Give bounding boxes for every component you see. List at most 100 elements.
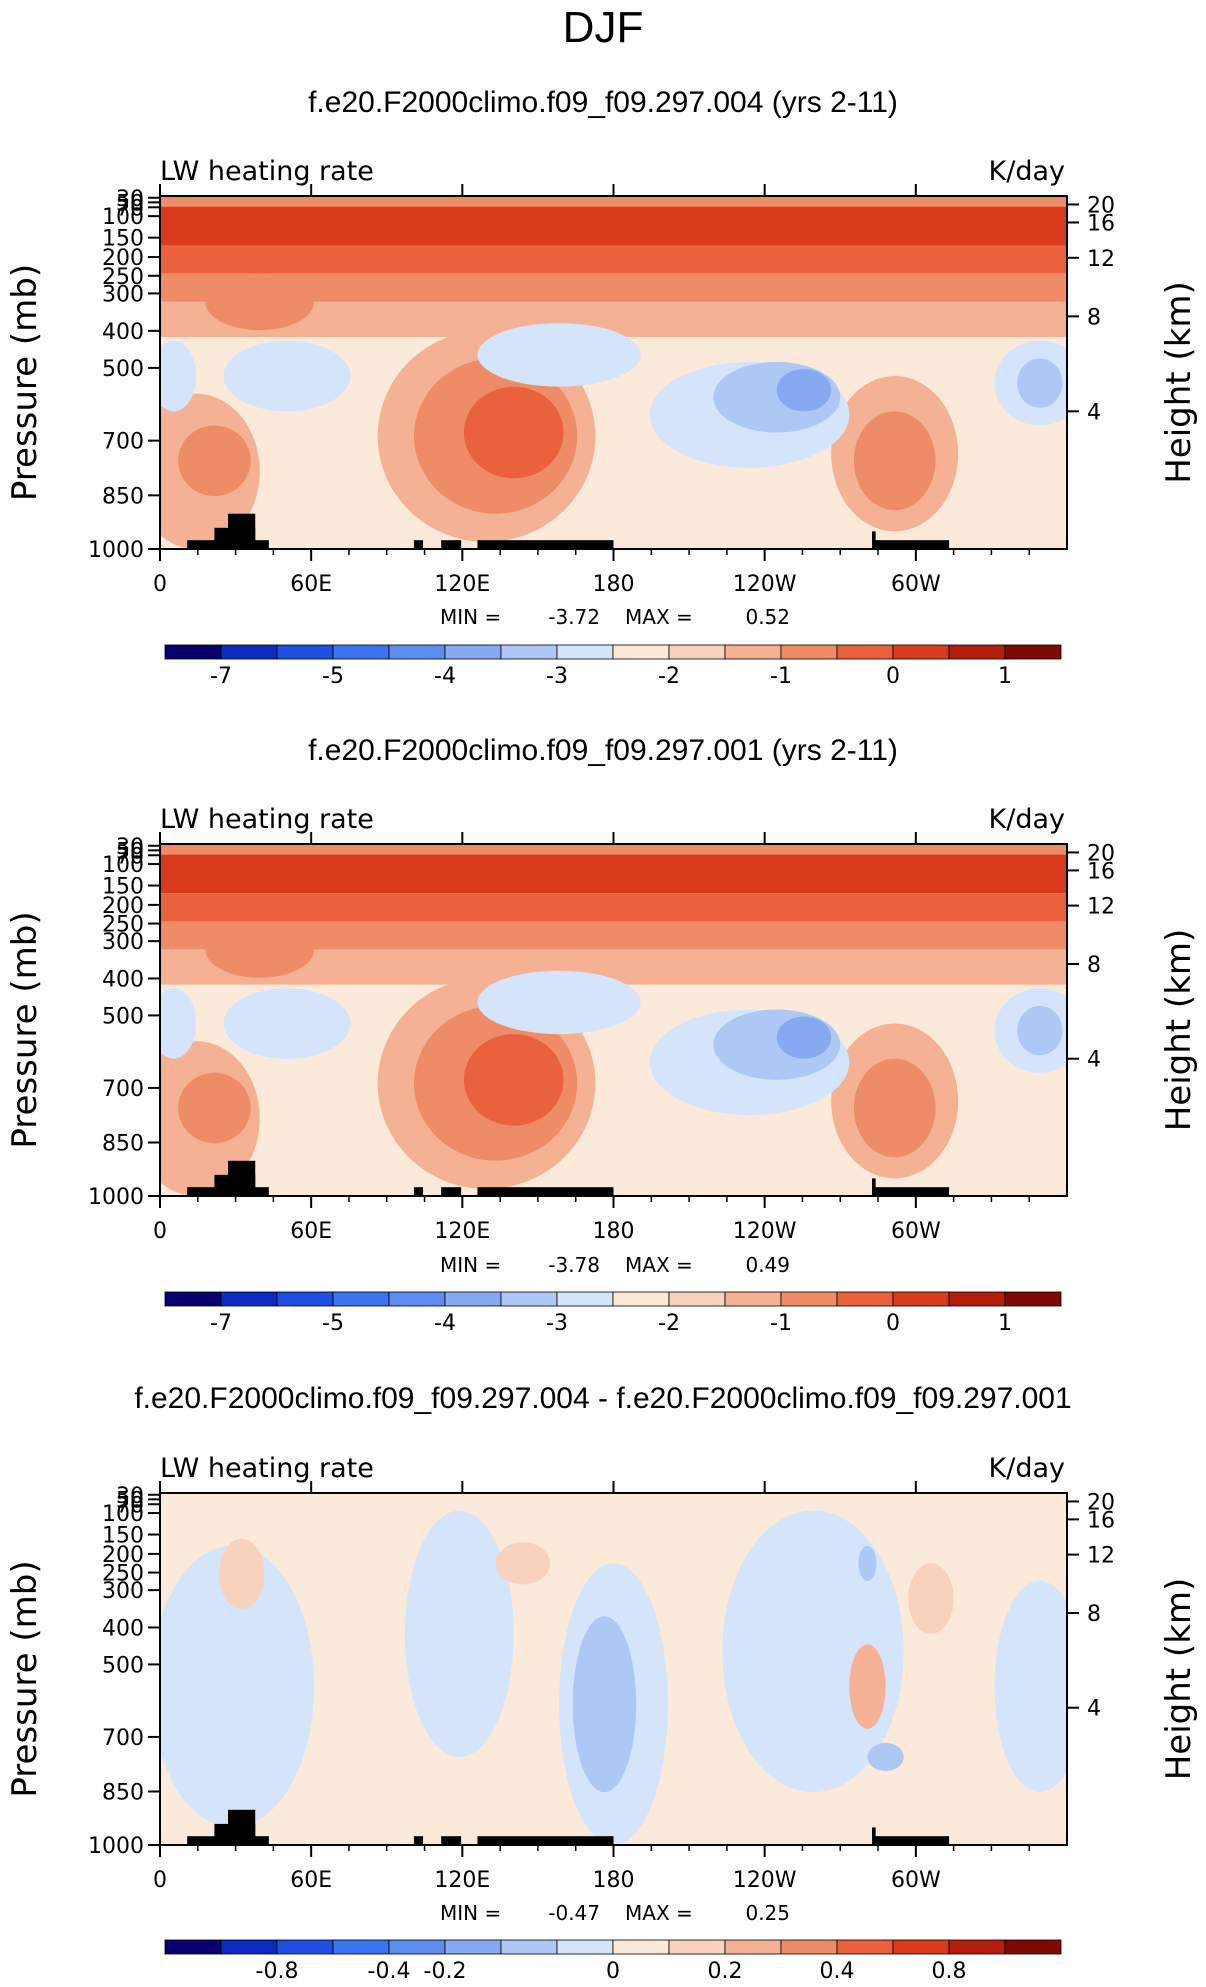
contour-region — [572, 1616, 637, 1793]
y-tick-label: 70 — [116, 196, 144, 221]
y-tick-label: 850 — [102, 1131, 144, 1156]
y2-tick-label: 16 — [1087, 211, 1115, 236]
contour-band — [160, 893, 1067, 922]
contour-region — [853, 411, 936, 511]
min-value: -3.72 — [548, 605, 600, 629]
colorbar-label: 0.8 — [932, 1959, 967, 1984]
units-label: K/day — [989, 1453, 1065, 1484]
y2-tick-label: 8 — [1087, 305, 1101, 330]
max-value: 0.52 — [745, 605, 790, 629]
x-tick-label: 180 — [593, 572, 635, 597]
colorbar-swatch — [332, 644, 390, 660]
y2-tick-label: 4 — [1087, 400, 1101, 425]
colorbar-swatch — [836, 1291, 894, 1307]
colorbar-swatch — [948, 1939, 1006, 1955]
colorbar-label: -0.2 — [424, 1959, 467, 1984]
contour-region — [1017, 1005, 1063, 1056]
y-tick-label: 30 — [116, 187, 144, 212]
contour-region — [160, 988, 197, 1059]
y-tick-label: 50 — [116, 191, 144, 216]
x-tick-label: 60E — [290, 1219, 332, 1244]
colorbar-swatch — [500, 1939, 558, 1955]
colorbar-swatch — [724, 1291, 782, 1307]
contour-band — [160, 206, 1067, 246]
colorbar-swatch — [724, 1939, 782, 1955]
colorbar-swatch — [220, 1291, 278, 1307]
colorbar-swatch — [1004, 644, 1062, 660]
y-tick-label: 500 — [102, 1653, 144, 1678]
contour-region — [178, 1072, 251, 1144]
x-tick-label: 180 — [593, 1868, 635, 1893]
contour-region — [858, 1545, 877, 1581]
topography — [413, 540, 424, 549]
colorbar-swatch — [836, 644, 894, 660]
colorbar-label: -4 — [434, 664, 456, 689]
topography — [871, 1178, 876, 1196]
colorbar-label: 0.2 — [708, 1959, 743, 1984]
contour-region — [849, 1644, 886, 1729]
colorbar-label: -3 — [546, 1311, 568, 1336]
max-label: MAX = — [625, 1253, 693, 1277]
y-axis-label: Pressure (mb) — [5, 264, 45, 501]
colorbar-label: 1 — [998, 664, 1012, 689]
y2-tick-label: 16 — [1087, 859, 1115, 884]
y-tick-label: 70 — [116, 1493, 144, 1518]
y-tick-label: 150 — [102, 875, 144, 900]
contour-region — [477, 970, 641, 1035]
y2-axis-label: Height (km) — [1159, 929, 1199, 1132]
x-tick-label: 120W — [733, 572, 797, 597]
topography — [477, 1836, 614, 1845]
contour-field — [160, 844, 1067, 1196]
colorbar-swatch — [332, 1291, 390, 1307]
y-tick-label: 300 — [102, 930, 144, 955]
colorbar-label: -3 — [546, 664, 568, 689]
colorbar-swatch — [612, 1939, 670, 1955]
contour-region — [223, 988, 351, 1059]
topography — [413, 1187, 424, 1196]
chart-panel-1: f.e20.F2000climo.f09_f09.297.004 (yrs 2-… — [5, 86, 1199, 689]
y-tick-label: 500 — [102, 1004, 144, 1029]
chart-panel-2: f.e20.F2000climo.f09_f09.297.001 (yrs 2-… — [5, 734, 1199, 1336]
y-tick-label: 400 — [102, 1616, 144, 1641]
colorbar-label: 1 — [998, 1311, 1012, 1336]
topography — [413, 1836, 424, 1845]
y2-tick-label: 16 — [1087, 1508, 1115, 1533]
contour-region — [178, 425, 251, 497]
contour-region — [776, 368, 832, 412]
colorbar-swatch — [220, 1939, 278, 1955]
contour-region — [908, 1563, 954, 1634]
colorbar-label: 0 — [606, 1959, 620, 1984]
y-tick-label: 200 — [102, 246, 144, 271]
colorbar-label: -2 — [658, 1311, 680, 1336]
colorbar-swatch — [780, 1291, 838, 1307]
colorbar-swatch — [388, 644, 446, 660]
topography — [871, 1827, 876, 1845]
colorbar-swatch — [164, 1939, 222, 1955]
colorbar-label: -0.8 — [256, 1959, 299, 1984]
colorbar-swatch — [612, 1291, 670, 1307]
colorbar-swatch — [500, 644, 558, 660]
colorbar-label: -0.4 — [368, 1959, 411, 1984]
y-axis-label: Pressure (mb) — [5, 911, 45, 1148]
colorbar-swatch — [668, 1939, 726, 1955]
contour-region — [776, 1016, 832, 1059]
max-value: 0.25 — [745, 1901, 790, 1925]
colorbar-label: 0 — [886, 664, 900, 689]
y-tick-label: 100 — [102, 1502, 144, 1527]
colorbar-label: -2 — [658, 664, 680, 689]
colorbar-swatch — [332, 1939, 390, 1955]
x-tick-label: 60E — [290, 572, 332, 597]
topography — [441, 540, 462, 549]
y-tick-label: 300 — [102, 1579, 144, 1604]
x-tick-label: 60E — [290, 1868, 332, 1893]
y-tick-label: 100 — [102, 853, 144, 878]
max-value: 0.49 — [745, 1253, 790, 1277]
y-tick-label: 700 — [102, 1077, 144, 1102]
colorbar-swatch — [948, 644, 1006, 660]
colorbar-swatch — [220, 644, 278, 660]
colorbar-swatch — [556, 1291, 614, 1307]
units-label: K/day — [989, 804, 1065, 835]
x-tick-label: 180 — [593, 1219, 635, 1244]
colorbar-swatch — [164, 644, 222, 660]
y2-axis-label: Height (km) — [1159, 1578, 1199, 1781]
